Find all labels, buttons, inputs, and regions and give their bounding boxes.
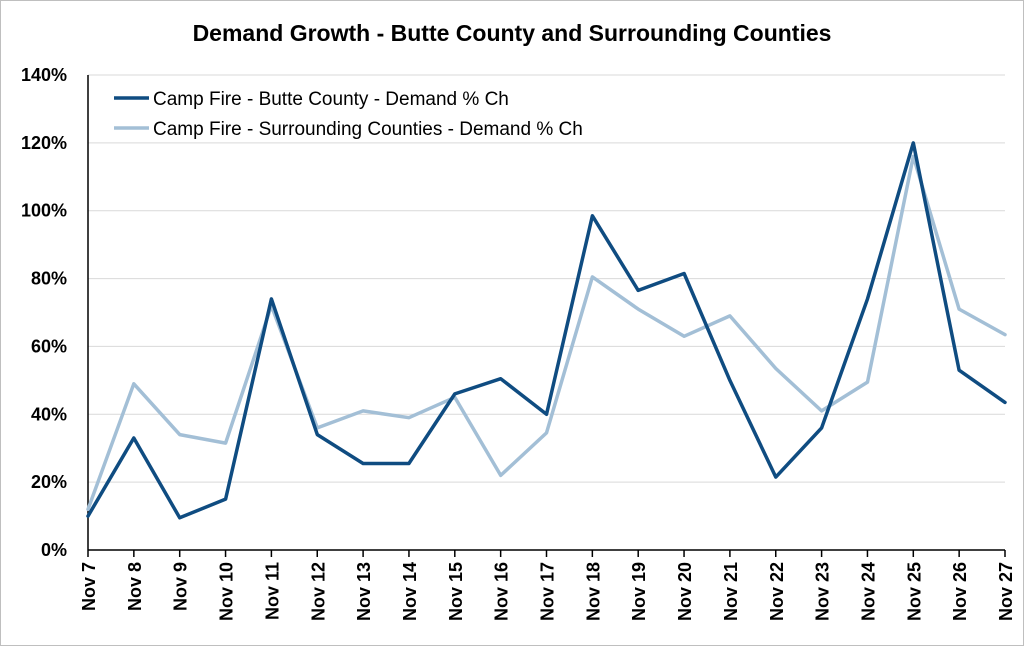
series-line <box>86 141 1007 520</box>
x-tick-label: Nov 7 <box>79 562 99 611</box>
x-tick-label: Nov 10 <box>217 562 237 621</box>
x-tick-label: Nov 20 <box>675 562 695 621</box>
y-tick-label: 20% <box>31 472 67 492</box>
y-tick-label: 80% <box>31 269 67 289</box>
y-tick-label: 100% <box>21 201 67 221</box>
legend-label: Camp Fire - Butte County - Demand % Ch <box>153 89 509 110</box>
series-line <box>86 154 1007 512</box>
y-tick-label: 40% <box>31 404 67 424</box>
series-lines <box>86 141 1007 520</box>
legend: Camp Fire - Butte County - Demand % Ch Ca… <box>114 89 583 140</box>
x-tick-label: Nov 13 <box>354 562 374 621</box>
y-tick-label: 140% <box>21 65 67 85</box>
gridlines <box>88 74 1005 483</box>
x-tick-label: Nov 12 <box>308 562 328 621</box>
x-tick-label: Nov 22 <box>767 562 787 621</box>
y-axis-tick-labels: 0% 20% 40% 60% 80% 100% 120% 140% <box>21 65 67 560</box>
x-tick-label: Nov 23 <box>813 562 833 621</box>
x-tick-label: Nov 21 <box>721 562 741 621</box>
x-tick-label: Nov 14 <box>400 562 420 621</box>
y-tick-label: 120% <box>21 133 67 153</box>
x-tick-label: Nov 27 <box>996 562 1016 621</box>
y-tick-label: 0% <box>41 540 67 560</box>
x-tick-label: Nov 9 <box>171 562 191 611</box>
legend-label: Camp Fire - Surrounding Counties - Deman… <box>153 119 583 140</box>
chart-title: Demand Growth - Butte County and Surroun… <box>193 20 832 46</box>
x-tick-label: Nov 17 <box>538 562 558 621</box>
x-tick-label: Nov 26 <box>950 562 970 621</box>
x-tick-label: Nov 16 <box>492 562 512 621</box>
x-axis-tick-labels: Nov 7 Nov 8 Nov 9 Nov 10 Nov 11 Nov 12 Nov 13 N… <box>79 562 1016 621</box>
x-tick-label: Nov 25 <box>904 562 924 621</box>
x-tick-label: Nov 24 <box>858 562 878 621</box>
x-tick-label: Nov 18 <box>583 562 603 621</box>
axes <box>87 75 1006 557</box>
x-tick-label: Nov 8 <box>125 562 145 611</box>
y-tick-label: 60% <box>31 336 67 356</box>
x-tick-label: Nov 19 <box>629 562 649 621</box>
x-tick-label: Nov 15 <box>446 562 466 621</box>
x-tick-label: Nov 11 <box>262 562 282 620</box>
